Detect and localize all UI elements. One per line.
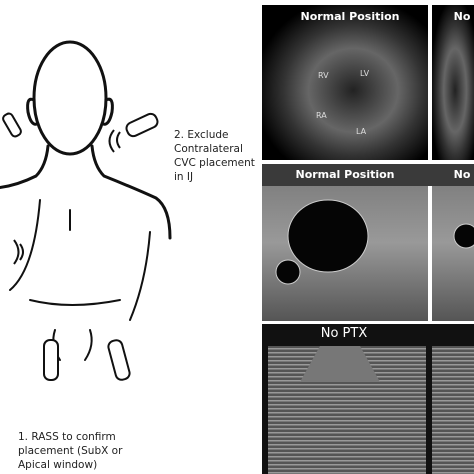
anatomy-label: LV bbox=[360, 69, 370, 78]
callout-line: 2. Exclude bbox=[174, 129, 229, 141]
anatomy-label: LA bbox=[356, 127, 367, 136]
anatomy-label: RA bbox=[316, 111, 327, 120]
probe-abdomen bbox=[13, 239, 131, 381]
panel-title: No PTX bbox=[321, 326, 368, 341]
vessel bbox=[275, 259, 301, 285]
callout-line: CVC placement bbox=[174, 157, 255, 169]
echo-panel bbox=[432, 5, 474, 160]
vessel bbox=[453, 223, 474, 249]
echo-panel bbox=[262, 5, 428, 160]
probe-neck bbox=[2, 112, 159, 153]
panel-title: Normal Position bbox=[300, 10, 399, 23]
callout-line: Contralateral bbox=[174, 143, 243, 155]
callout-line: in IJ bbox=[174, 171, 193, 183]
callout-line: placement (SubX or bbox=[18, 445, 123, 457]
vessel bbox=[287, 199, 369, 273]
human-outline bbox=[0, 40, 172, 361]
panel-title: No bbox=[454, 10, 471, 23]
bmode-wedge bbox=[300, 346, 380, 382]
callout-line: 1. RASS to confirm bbox=[18, 431, 116, 443]
panel-title: Normal Position bbox=[295, 168, 394, 181]
panel-title: No bbox=[454, 168, 471, 181]
panel-header bbox=[262, 164, 474, 186]
callout-line: Apical window) bbox=[18, 459, 97, 471]
anatomy-label: RV bbox=[318, 71, 329, 80]
mmode-panel bbox=[432, 346, 474, 474]
